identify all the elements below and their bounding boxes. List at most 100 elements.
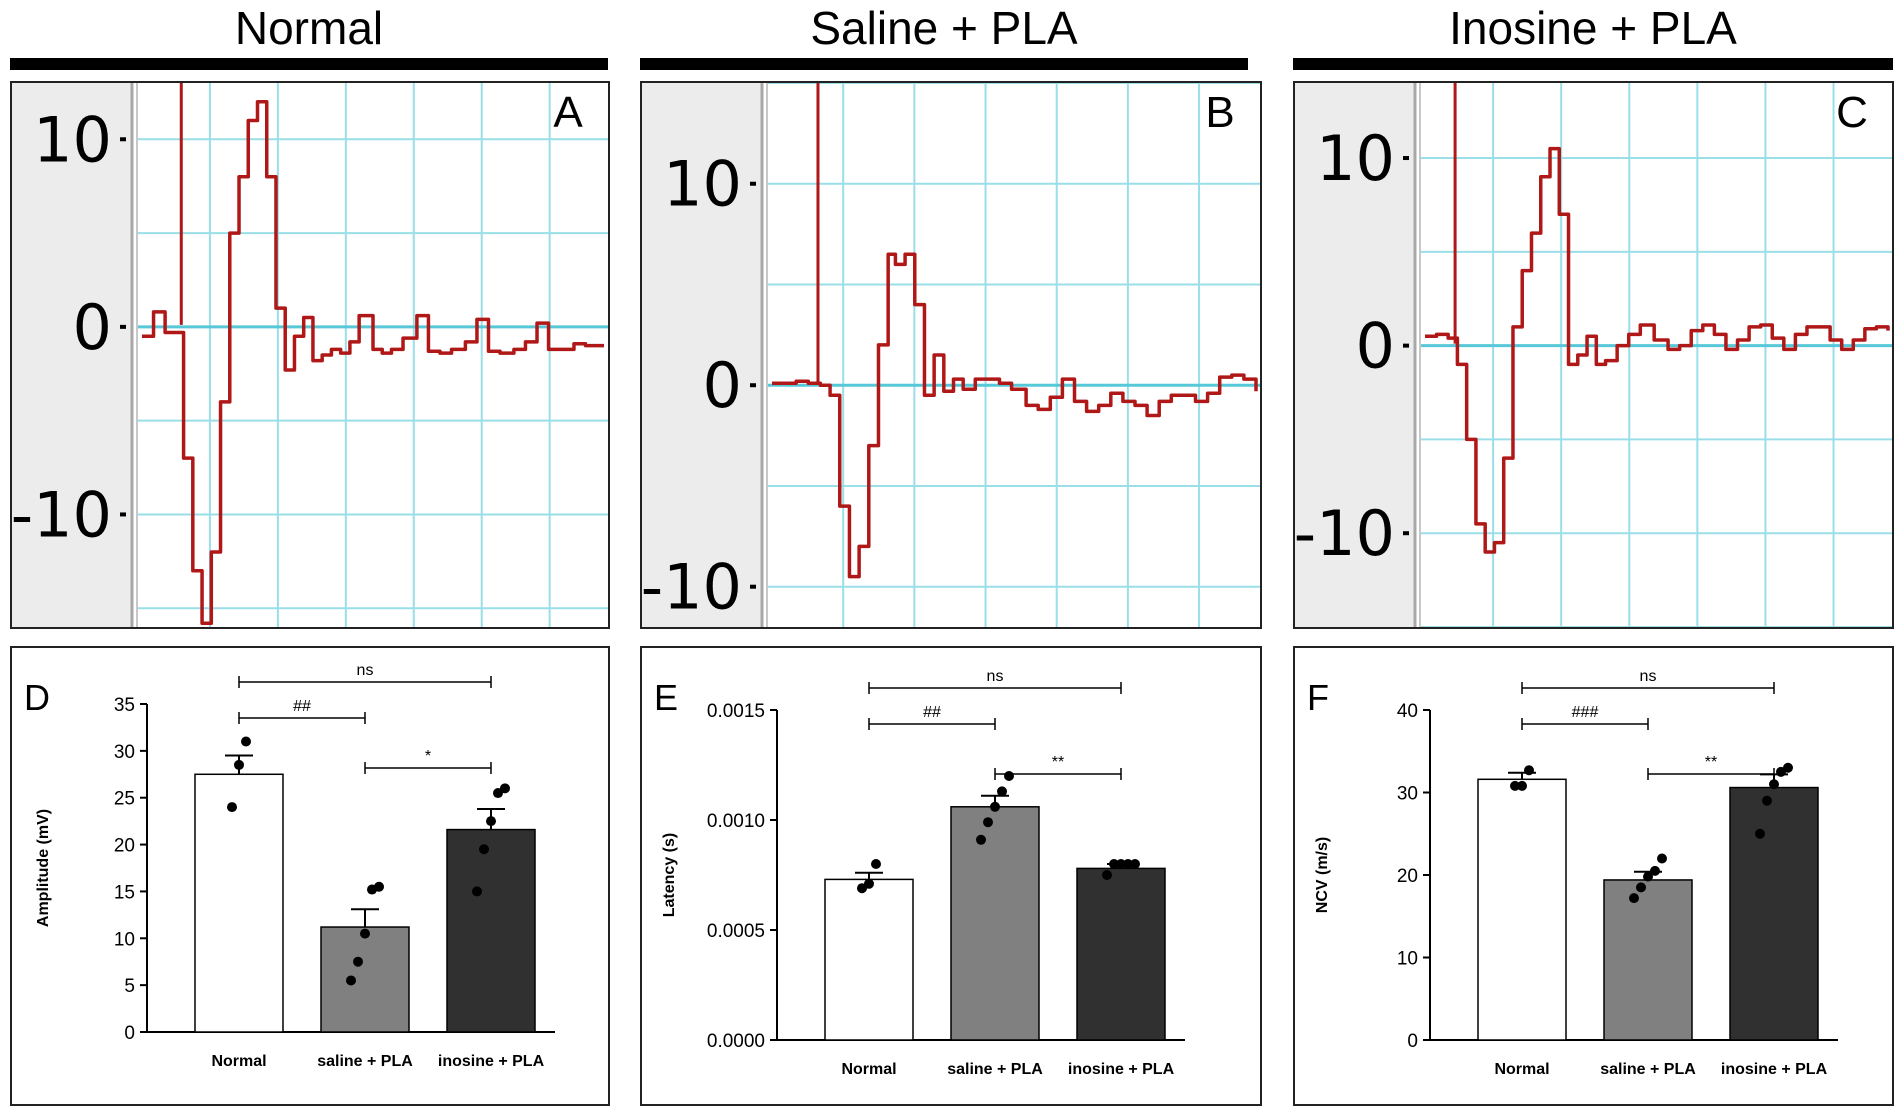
y-tick-label: 0 [1407,1031,1418,1052]
y-axis-label: Amplitude (mV) [35,809,52,927]
significance-label: ** [1052,754,1064,771]
panel-e-bar: E 0.0000 0.0005 0.0010 0.0015 Latency (s) Norm… [640,646,1262,1106]
significance-label: ns [1640,668,1657,685]
bar-normal [824,878,914,1041]
data-point-inosine [1109,859,1119,869]
data-point-normal [234,759,244,770]
category-label-saline: saline + PLA [317,1053,413,1070]
data-point-inosine [472,886,482,897]
bar-inosine [1729,786,1819,1041]
trace-line [142,100,604,625]
panel-b-trace: 10 0 -10 B [640,81,1262,629]
data-point-normal [1510,780,1520,791]
category-label-normal: Normal [1494,1061,1549,1078]
category-label-saline: saline + PLA [947,1061,1043,1078]
column-divider-inosine [1293,58,1893,70]
category-label-inosine: inosine + PLA [438,1053,545,1070]
trace-label-area [12,83,132,627]
category-label-inosine: inosine + PLA [1721,1061,1828,1078]
data-point-saline [353,956,363,967]
y-tick-label: 0 [73,291,112,364]
y-tick-label: 10 [1316,122,1395,195]
y-tick-label: 0.0010 [707,811,765,832]
panel-c-trace: 10 0 -10 C [1293,81,1894,629]
y-tick-label: 30 [1397,784,1418,805]
y-tick-label: 10 [114,929,135,950]
y-tick-label: 40 [1397,701,1418,722]
data-point-saline [346,975,356,986]
data-point-inosine [1769,779,1779,790]
bar-chart-e: E 0.0000 0.0005 0.0010 0.0015 Latency (s) Norm… [654,668,1185,1078]
panel-f-bar: F 0 10 20 30 40 NCV (m/s) Normal saline + PLA ino… [1293,646,1894,1106]
y-axis-label: Latency (s) [661,833,678,917]
bar-saline [1603,879,1693,1041]
category-label-inosine: inosine + PLA [1068,1061,1175,1078]
y-tick-label: 35 [114,695,135,716]
trace-chart-a: 10 0 -10 A [12,83,608,627]
significance-label: * [425,748,431,765]
bar-inosine [1076,867,1166,1041]
data-point-normal [1524,765,1534,776]
y-tick-label: 10 [33,103,112,176]
data-point-inosine [479,844,489,855]
data-point-saline [1650,865,1660,876]
y-tick-label: 0.0015 [707,701,765,722]
panel-letter: A [553,88,583,137]
data-point-saline [1629,893,1639,904]
y-tick-label: 0.0000 [707,1031,765,1052]
y-tick-label: 10 [663,148,742,221]
data-point-normal [227,802,237,813]
bar-saline [950,806,1040,1041]
significance-label: ## [923,704,941,721]
data-point-inosine [1116,859,1126,869]
trace-line [772,252,1258,579]
significance-label: ns [987,668,1004,685]
data-point-inosine [493,788,503,799]
column-divider-saline [640,58,1248,70]
data-point-saline [360,928,370,939]
y-tick-label: -10 [642,551,742,624]
bar-normal [1477,778,1567,1041]
data-point-normal [864,878,874,889]
data-point-inosine [486,816,496,827]
data-point-inosine [500,783,510,794]
y-tick-label: 5 [124,976,135,997]
column-title-saline: Saline + PLA [810,2,1078,54]
y-axis-label: NCV (m/s) [1314,837,1331,913]
bar-inosine [446,828,536,1033]
data-point-saline [1004,771,1014,781]
trace-chart-c: 10 0 -10 C [1295,83,1892,627]
y-tick-label: 25 [114,789,135,810]
y-tick-label: -10 [12,478,112,551]
column-title-normal: Normal [234,2,384,54]
y-tick-label: 0 [703,349,742,422]
trace-label-area [642,83,762,627]
data-point-saline [374,881,384,892]
data-point-normal [871,859,881,869]
data-point-inosine [1755,828,1765,839]
y-tick-label: 0.0005 [707,921,765,942]
data-point-saline [997,786,1007,797]
panel-letter: E [654,677,678,718]
data-point-inosine [1783,762,1793,773]
bar-chart-f: F 0 10 20 30 40 NCV (m/s) Normal saline + PLA ino… [1307,668,1838,1078]
significance-label: ## [293,698,311,715]
trace-line [1425,146,1890,554]
y-tick-label: -10 [1295,497,1395,570]
column-divider-normal [10,58,608,70]
trace-chart-b: 10 0 -10 B [642,83,1260,627]
data-point-saline [1636,882,1646,893]
data-point-saline [1643,871,1653,882]
panel-a-trace: 10 0 -10 A [10,81,610,629]
data-point-inosine [1102,870,1112,880]
bar-saline [320,926,410,1033]
data-point-saline [1657,853,1667,864]
data-point-inosine [1130,859,1140,869]
y-tick-label: 0 [1356,310,1395,383]
category-label-normal: Normal [211,1053,266,1070]
bar-normal [194,773,284,1033]
data-point-saline [990,801,1000,812]
panel-letter: C [1836,88,1868,137]
panel-letter: D [24,677,50,718]
bar-chart-d: D 0 5 10 15 20 25 30 35 Amplitude (mV) Normal salin… [24,662,555,1070]
